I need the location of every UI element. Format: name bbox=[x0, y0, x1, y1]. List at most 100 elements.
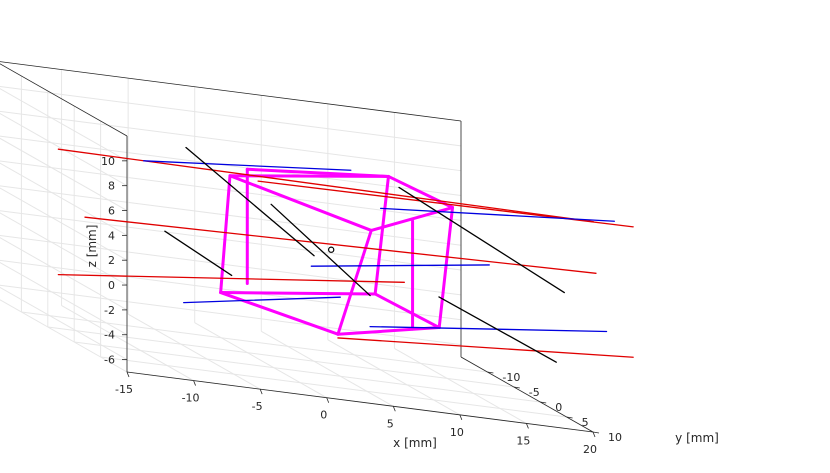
cube-line-segment bbox=[373, 292, 441, 330]
x-tick-label: -10 bbox=[182, 392, 200, 405]
grid-line bbox=[0, 187, 128, 261]
black-line-segment bbox=[164, 230, 233, 277]
back-wall-pane bbox=[0, 61, 461, 357]
z-tick-label: -4 bbox=[104, 329, 115, 342]
x-axis-label: x [mm] bbox=[393, 436, 437, 450]
grid-line bbox=[0, 112, 128, 187]
z-tick-label: 8 bbox=[108, 180, 115, 193]
y-axis-line bbox=[460, 356, 594, 433]
z-tick-label: -2 bbox=[104, 304, 115, 317]
y-tick-label: 5 bbox=[582, 416, 589, 429]
x-axis-line bbox=[126, 371, 594, 433]
x-tick bbox=[126, 371, 130, 378]
grid-line bbox=[21, 311, 488, 373]
y-tick-label: -10 bbox=[502, 371, 520, 384]
grid-line bbox=[0, 88, 128, 162]
grid-line bbox=[0, 262, 128, 336]
black-line-segment bbox=[185, 146, 315, 257]
x-tick bbox=[392, 406, 396, 412]
grid-line bbox=[127, 313, 261, 390]
tick-labels: -15 -10 -5 0 5 10 15 20 -10 -5 0 5 10 -6 -4 -2 0 2 4 6 8 10 bbox=[101, 155, 622, 456]
grid-line bbox=[0, 237, 128, 311]
cube-line-segment bbox=[228, 174, 373, 232]
z-tick-label: 6 bbox=[108, 205, 115, 218]
x-tick-label: -15 bbox=[115, 383, 133, 396]
grid-line bbox=[194, 322, 327, 399]
black-line-segment bbox=[398, 186, 565, 294]
cube-line-segment bbox=[245, 167, 390, 178]
cube-line-segment bbox=[437, 206, 455, 330]
grid-line bbox=[0, 212, 128, 286]
x-tick-label: 10 bbox=[450, 426, 464, 439]
box-edge bbox=[0, 61, 462, 122]
cube-line-segment bbox=[373, 174, 390, 296]
z-tick-label: -6 bbox=[104, 354, 115, 367]
red-line-segment bbox=[84, 216, 597, 274]
grid-line bbox=[0, 299, 128, 373]
grid-line bbox=[0, 286, 128, 361]
grid-line bbox=[0, 284, 462, 346]
grid-line bbox=[100, 356, 567, 418]
box-edge bbox=[0, 63, 128, 137]
axis-panes bbox=[0, 61, 593, 432]
cube-line-segment bbox=[219, 291, 340, 336]
data-series bbox=[57, 146, 634, 363]
y-tick-label: 10 bbox=[608, 431, 622, 444]
z-tick-label: 2 bbox=[108, 254, 115, 267]
blue-line-segment bbox=[310, 264, 490, 267]
x-tick bbox=[326, 397, 330, 403]
grid-line bbox=[61, 305, 194, 382]
y-tick bbox=[566, 416, 573, 419]
black-line-segment bbox=[438, 296, 557, 363]
red-line-segment bbox=[57, 273, 405, 283]
grid-line bbox=[0, 210, 462, 271]
red-line-segment bbox=[337, 337, 634, 358]
x-tick-label: 0 bbox=[320, 409, 327, 422]
grid-line bbox=[327, 339, 461, 416]
y-tick bbox=[487, 371, 494, 374]
blue-line-segment bbox=[369, 325, 608, 333]
x-tick-label: -5 bbox=[252, 400, 263, 413]
y-tick-label: -5 bbox=[529, 386, 540, 399]
grid-line bbox=[0, 137, 128, 211]
x-tick bbox=[259, 388, 263, 395]
y-tick bbox=[592, 431, 600, 434]
y-tick-label: 0 bbox=[555, 401, 562, 414]
blue-line-segment bbox=[183, 296, 341, 304]
cube-line-segment bbox=[219, 174, 232, 295]
grid-line bbox=[0, 85, 462, 147]
cube-line-segment bbox=[336, 326, 441, 336]
center-point bbox=[327, 246, 335, 253]
x-tick bbox=[193, 380, 196, 386]
grid-line bbox=[0, 162, 128, 236]
grid-line bbox=[0, 235, 462, 296]
y-tick bbox=[513, 386, 520, 389]
x-tick bbox=[526, 423, 529, 429]
z-tick-label: 4 bbox=[108, 229, 115, 242]
axis-box bbox=[0, 61, 594, 433]
blue-line-segment bbox=[143, 160, 352, 171]
y-axis-label: y [mm] bbox=[675, 431, 719, 445]
y-tick bbox=[540, 401, 547, 404]
x-tick-label: 5 bbox=[387, 417, 394, 430]
black-line-segment bbox=[270, 203, 371, 297]
grid-line bbox=[394, 347, 527, 424]
grid-line bbox=[261, 330, 394, 407]
x-tick-label: 15 bbox=[516, 434, 530, 447]
grid-line bbox=[0, 110, 462, 172]
x-tick bbox=[592, 431, 596, 438]
grid-line bbox=[0, 135, 462, 197]
x-tick bbox=[459, 414, 463, 421]
z-axis-label: z [mm] bbox=[85, 225, 99, 268]
grid-line bbox=[0, 259, 462, 321]
grid-line bbox=[47, 326, 514, 388]
tick-marks bbox=[122, 160, 600, 438]
z-tick-label: 10 bbox=[101, 155, 115, 168]
grid-line bbox=[74, 341, 541, 403]
blue-line-segment bbox=[380, 207, 615, 222]
floor-pane bbox=[0, 297, 593, 432]
cube-line-segment bbox=[386, 174, 455, 210]
x-tick-label: 20 bbox=[583, 443, 597, 456]
z-tick-label: 0 bbox=[108, 279, 115, 292]
